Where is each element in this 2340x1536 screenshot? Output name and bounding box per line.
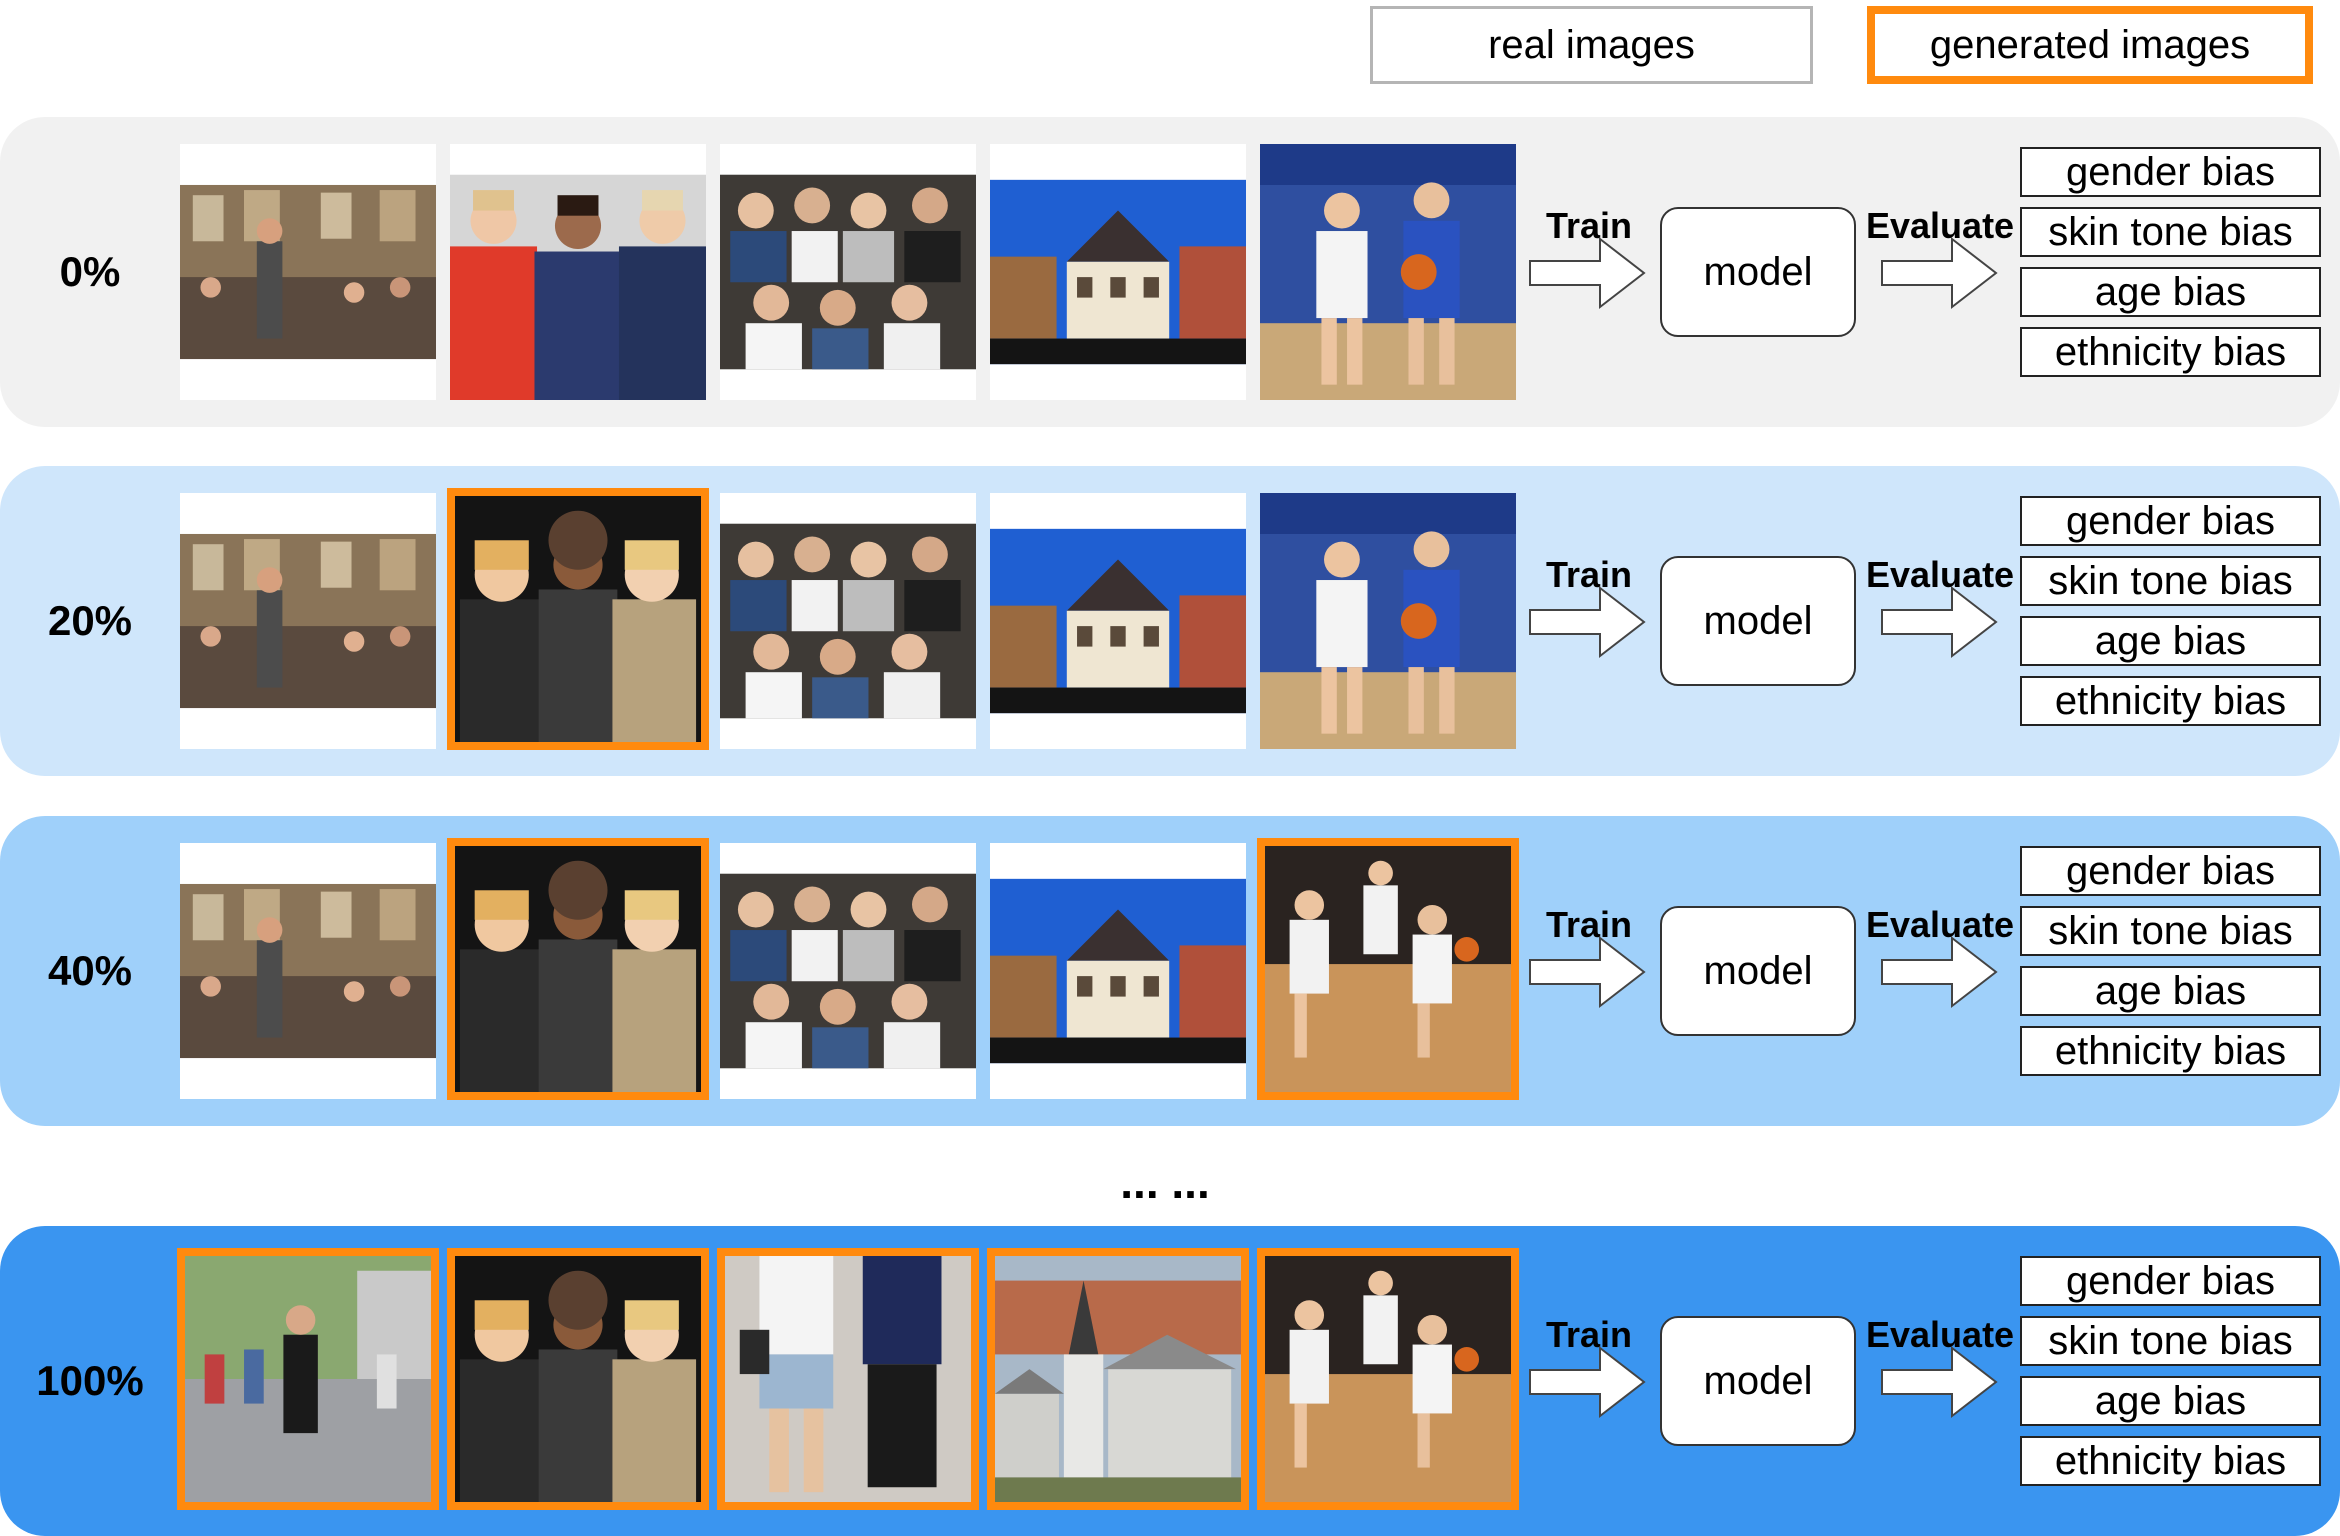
real-image [450, 144, 706, 400]
generated-image [1257, 838, 1519, 1100]
legend-real-label: real images [1488, 22, 1695, 67]
row-percent-label: 20% [47, 597, 133, 644]
model-box: model [1660, 906, 1856, 1036]
bias-box: age bias [2020, 616, 2321, 666]
real-image [990, 493, 1246, 749]
train-arrow-icon [1528, 584, 1648, 665]
bias-box: skin tone bias [2020, 906, 2321, 956]
real-image [1260, 493, 1516, 749]
evaluate-label: Evaluate [1866, 904, 2015, 945]
evaluate-arrow-icon [1880, 584, 2000, 665]
legend-generated-label: generated images [1929, 22, 2251, 67]
bias-box: skin tone bias [2020, 556, 2321, 606]
real-image [180, 493, 436, 749]
generated-image [1257, 1248, 1519, 1510]
bias-box: gender bias [2020, 147, 2321, 197]
bias-box: gender bias [2020, 1256, 2321, 1306]
real-image [1260, 144, 1516, 400]
model-box: model [1660, 556, 1856, 686]
evaluate-label: Evaluate [1866, 1314, 2015, 1355]
real-image [720, 843, 976, 1099]
train-label: Train [1546, 205, 1633, 246]
model-box: model [1660, 1316, 1856, 1446]
evaluate-label: Evaluate [1866, 205, 2015, 246]
real-image [180, 144, 436, 400]
row-panel: 100% Train model Evaluate gender bias skin… [0, 1226, 2340, 1536]
generated-image [447, 488, 709, 750]
bias-box: skin tone bias [2020, 207, 2321, 257]
legend-real-images: real images [1370, 6, 1813, 84]
real-image [720, 493, 976, 749]
generated-image [447, 838, 709, 1100]
legend-generated-images: generated images [1867, 6, 2313, 84]
model-label: model [1703, 249, 1813, 294]
generated-image [987, 1248, 1249, 1510]
real-image [990, 843, 1246, 1099]
row-panel: 40% Train model Evaluate gender bias skin … [0, 816, 2340, 1126]
bias-box: ethnicity bias [2020, 327, 2321, 377]
bias-box: age bias [2020, 1376, 2321, 1426]
bias-box: ethnicity bias [2020, 1026, 2321, 1076]
bias-box: ethnicity bias [2020, 676, 2321, 726]
bias-box: ethnicity bias [2020, 1436, 2321, 1486]
train-arrow-icon [1528, 934, 1648, 1015]
model-label: model [1703, 948, 1813, 993]
model-label: model [1703, 598, 1813, 643]
real-image [720, 144, 976, 400]
row-panel: 0% Train model Evaluate gender bias skin t… [0, 117, 2340, 427]
evaluate-label: Evaluate [1866, 554, 2015, 595]
train-label: Train [1546, 1314, 1633, 1355]
model-box: model [1660, 207, 1856, 337]
generated-image [717, 1248, 979, 1510]
train-arrow-icon [1528, 235, 1648, 316]
bias-box: age bias [2020, 966, 2321, 1016]
model-label: model [1703, 1358, 1813, 1403]
row-percent-label: 100% [36, 1357, 144, 1404]
real-image [180, 843, 436, 1099]
row-percent-label: 0% [59, 248, 121, 295]
real-image [990, 144, 1246, 400]
generated-image [447, 1248, 709, 1510]
bias-box: gender bias [2020, 846, 2321, 896]
train-label: Train [1546, 554, 1633, 595]
train-label: Train [1546, 904, 1633, 945]
row-percent-label: 40% [47, 947, 133, 994]
bias-box: gender bias [2020, 496, 2321, 546]
evaluate-arrow-icon [1880, 934, 2000, 1015]
generated-image [177, 1248, 439, 1510]
row-panel: 20% Train model Evaluate gender bias skin … [0, 466, 2340, 776]
ellipsis: ... ... [1120, 1156, 1210, 1208]
train-arrow-icon [1528, 1344, 1648, 1425]
bias-box: age bias [2020, 267, 2321, 317]
bias-box: skin tone bias [2020, 1316, 2321, 1366]
evaluate-arrow-icon [1880, 1344, 2000, 1425]
evaluate-arrow-icon [1880, 235, 2000, 316]
